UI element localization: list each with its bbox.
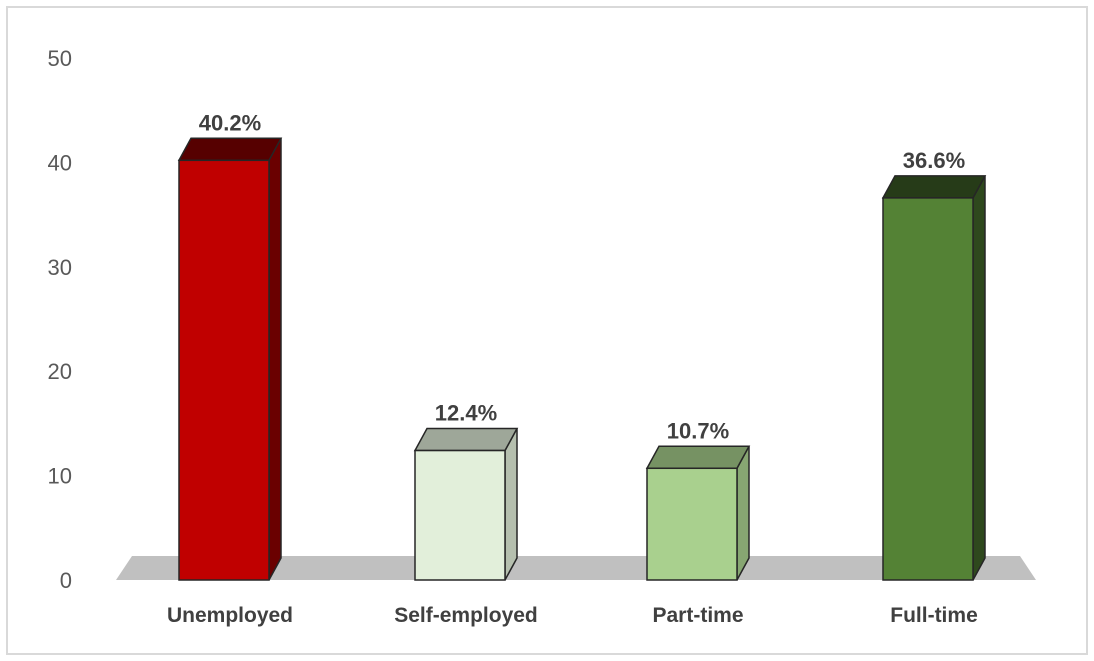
bar-top-face bbox=[881, 175, 987, 199]
data-label: 40.2% bbox=[199, 110, 261, 135]
category-label: Unemployed bbox=[167, 604, 293, 627]
y-tick-label: 20 bbox=[48, 359, 72, 384]
y-tick-label: 30 bbox=[48, 255, 72, 280]
bar-self-employed bbox=[413, 427, 519, 581]
data-labels: 40.2% 12.4% 10.7% 36.6% bbox=[199, 110, 965, 443]
category-label: Part-time bbox=[652, 604, 743, 627]
bar-side-face bbox=[504, 428, 518, 581]
category-label: Full-time bbox=[890, 604, 978, 627]
data-label: 10.7% bbox=[667, 418, 729, 443]
bars bbox=[177, 137, 987, 581]
bar-full-time bbox=[881, 175, 987, 581]
category-label: Self-employed bbox=[394, 604, 538, 627]
bar-side-face bbox=[972, 175, 986, 581]
bar-front-face bbox=[646, 467, 738, 581]
bar-top-face bbox=[413, 427, 519, 452]
data-label: 12.4% bbox=[435, 401, 497, 426]
bar-front-face bbox=[178, 159, 270, 581]
y-axis-ticks: 0 10 20 30 40 50 bbox=[48, 46, 72, 593]
bar-unemployed bbox=[177, 137, 283, 581]
y-tick-label: 0 bbox=[60, 568, 72, 593]
bar-side-face bbox=[268, 137, 282, 581]
chart-floor bbox=[116, 556, 1036, 580]
data-label: 36.6% bbox=[903, 148, 965, 173]
y-tick-label: 10 bbox=[48, 464, 72, 489]
y-tick-label: 40 bbox=[48, 150, 72, 175]
bar-front-face bbox=[414, 449, 506, 581]
bar-front-face bbox=[882, 197, 974, 581]
y-tick-label: 50 bbox=[48, 46, 72, 71]
chart-floor-layer bbox=[116, 556, 1036, 580]
bar-top-face bbox=[177, 137, 283, 162]
x-axis-categories: Unemployed Self-employed Part-time Full-tim… bbox=[167, 604, 978, 627]
bar-top-face bbox=[645, 445, 751, 470]
bar-part-time bbox=[645, 445, 751, 581]
